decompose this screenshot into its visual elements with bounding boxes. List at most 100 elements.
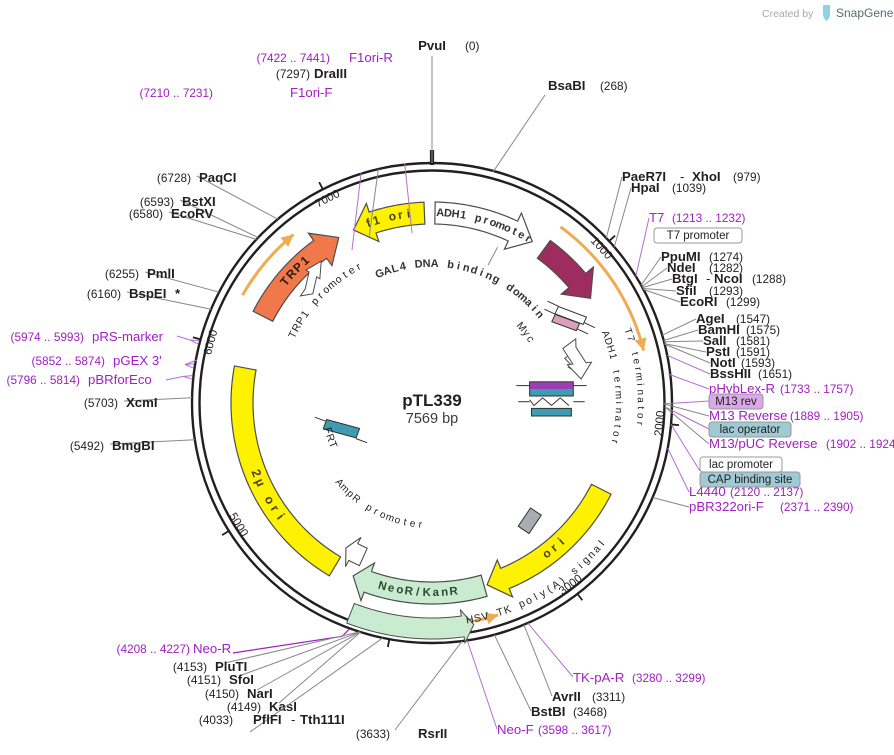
svg-text:-: - [291,712,295,727]
svg-text:BstBI: BstBI [531,704,565,719]
svg-text:EcoRI: EcoRI [680,294,717,309]
svg-text:(1651): (1651) [758,367,792,381]
svg-text:lac promoter: lac promoter [709,459,773,471]
svg-text:(3280 .. 3299): (3280 .. 3299) [632,671,706,685]
svg-text:(6728): (6728) [157,171,191,185]
svg-text:4: 4 [399,260,408,273]
svg-text:t: t [610,369,621,374]
svg-text:(1889 .. 1905): (1889 .. 1905) [790,409,864,423]
svg-text:(268): (268) [600,79,628,93]
svg-text:(979): (979) [733,170,761,184]
svg-text:r: r [608,439,620,445]
svg-text:m: m [613,391,624,400]
svg-text:n: n [613,408,624,414]
svg-text:PaqCI: PaqCI [199,170,236,185]
svg-text:XcmI: XcmI [126,395,158,410]
svg-text:A: A [431,258,439,270]
svg-text:(1733 .. 1757): (1733 .. 1757) [780,382,854,396]
svg-text:r: r [612,385,623,390]
svg-text:*: * [175,286,181,301]
svg-text:(6255): (6255) [105,267,139,281]
svg-text:(2120 .. 2137): (2120 .. 2137) [730,485,804,499]
svg-text:(0): (0) [465,39,479,53]
svg-text:(7422 .. 7441): (7422 .. 7441) [257,51,331,65]
svg-text:i: i [456,260,461,272]
svg-text:(4153): (4153) [173,660,207,674]
svg-text:e: e [611,376,623,383]
svg-text:6000: 6000 [202,328,220,356]
svg-text:(1299): (1299) [726,295,760,309]
svg-text:(3468): (3468) [573,705,607,719]
svg-text:Tth111I: Tth111I [300,712,345,727]
svg-text:PflFI: PflFI [253,712,282,727]
svg-text:DraIII: DraIII [314,66,347,81]
svg-text:AvrII: AvrII [552,689,581,704]
svg-text:HpaI: HpaI [631,180,660,195]
svg-text:i: i [634,383,645,386]
svg-text:(4151): (4151) [187,673,221,687]
svg-text:1: 1 [606,352,618,361]
svg-text:Created by: Created by [762,8,814,20]
svg-text:e: e [630,358,642,366]
svg-text:M13/pUC Reverse: M13/pUC Reverse [709,436,817,451]
svg-text:(3633): (3633) [356,727,390,741]
svg-text:F1ori-R: F1ori-R [349,50,393,65]
svg-text:(7210 .. 7231): (7210 .. 7231) [140,86,214,100]
svg-text:n: n [634,389,645,395]
svg-text:SfoI: SfoI [229,672,254,687]
svg-text:(5852 .. 5874): (5852 .. 5874) [32,354,106,368]
svg-text:RsrII: RsrII [418,726,447,741]
svg-text:a: a [612,415,623,422]
svg-text:(5492): (5492) [70,439,104,453]
svg-text:L4440: L4440 [689,484,726,499]
svg-text:pRS-marker: pRS-marker [92,329,164,344]
svg-text:pGEX 3': pGEX 3' [113,353,162,368]
svg-text:TK-pA-R: TK-pA-R [573,670,624,685]
svg-text:r: r [354,260,363,272]
svg-text:T7: T7 [649,210,664,225]
svg-text:(1213 .. 1232): (1213 .. 1232) [672,211,746,225]
svg-text:BsaBI: BsaBI [548,78,585,93]
svg-text:(3311): (3311) [592,690,625,704]
svg-text:t: t [635,406,646,409]
svg-text:(4033): (4033) [199,713,233,727]
svg-text:a: a [635,397,646,403]
svg-text:PmlI: PmlI [147,266,175,281]
svg-text:a: a [432,587,439,599]
svg-text:(3598 .. 3617): (3598 .. 3617) [538,723,612,737]
svg-text:(5796 .. 5814): (5796 .. 5814) [7,373,81,387]
svg-text:(5703): (5703) [84,396,118,410]
svg-text:r: r [634,421,645,426]
svg-text:t: t [629,351,640,357]
svg-text:n: n [441,586,449,598]
svg-text:K: K [422,587,431,599]
svg-text:m: m [633,372,645,382]
svg-text:BssHII: BssHII [710,366,751,381]
svg-text:Neo-F: Neo-F [497,722,534,737]
svg-text:r: r [418,519,423,530]
svg-text:M13 Reverse: M13 Reverse [709,408,787,423]
svg-text:(1902 .. 1924): (1902 .. 1924) [826,437,894,451]
svg-text:7: 7 [624,334,636,343]
svg-text:e: e [409,518,417,530]
svg-text:V: V [480,610,490,623]
svg-text:BspEI: BspEI [129,286,166,301]
svg-text:o: o [610,430,622,438]
svg-text:7569 bp: 7569 bp [406,411,458,427]
svg-text:(2371 .. 2390): (2371 .. 2390) [780,500,854,514]
svg-text:o: o [634,413,645,420]
svg-text:(6160): (6160) [87,287,121,301]
svg-text:(7297): (7297) [276,67,310,81]
svg-text:pBRforEco: pBRforEco [88,372,152,387]
svg-text:(1288): (1288) [752,272,786,286]
svg-text:(5974 .. 5993): (5974 .. 5993) [11,330,85,344]
svg-text:2000: 2000 [653,410,667,437]
svg-text:d: d [469,264,479,277]
svg-text:t: t [611,424,622,428]
svg-text:pTL339: pTL339 [402,391,462,410]
svg-text:(1039): (1039) [672,181,706,195]
svg-text:SnapGene: SnapGene [836,6,894,20]
svg-text:i: i [613,402,624,404]
svg-text:(4208 .. 4227): (4208 .. 4227) [117,642,191,656]
svg-text:M13 rev: M13 rev [715,396,757,408]
